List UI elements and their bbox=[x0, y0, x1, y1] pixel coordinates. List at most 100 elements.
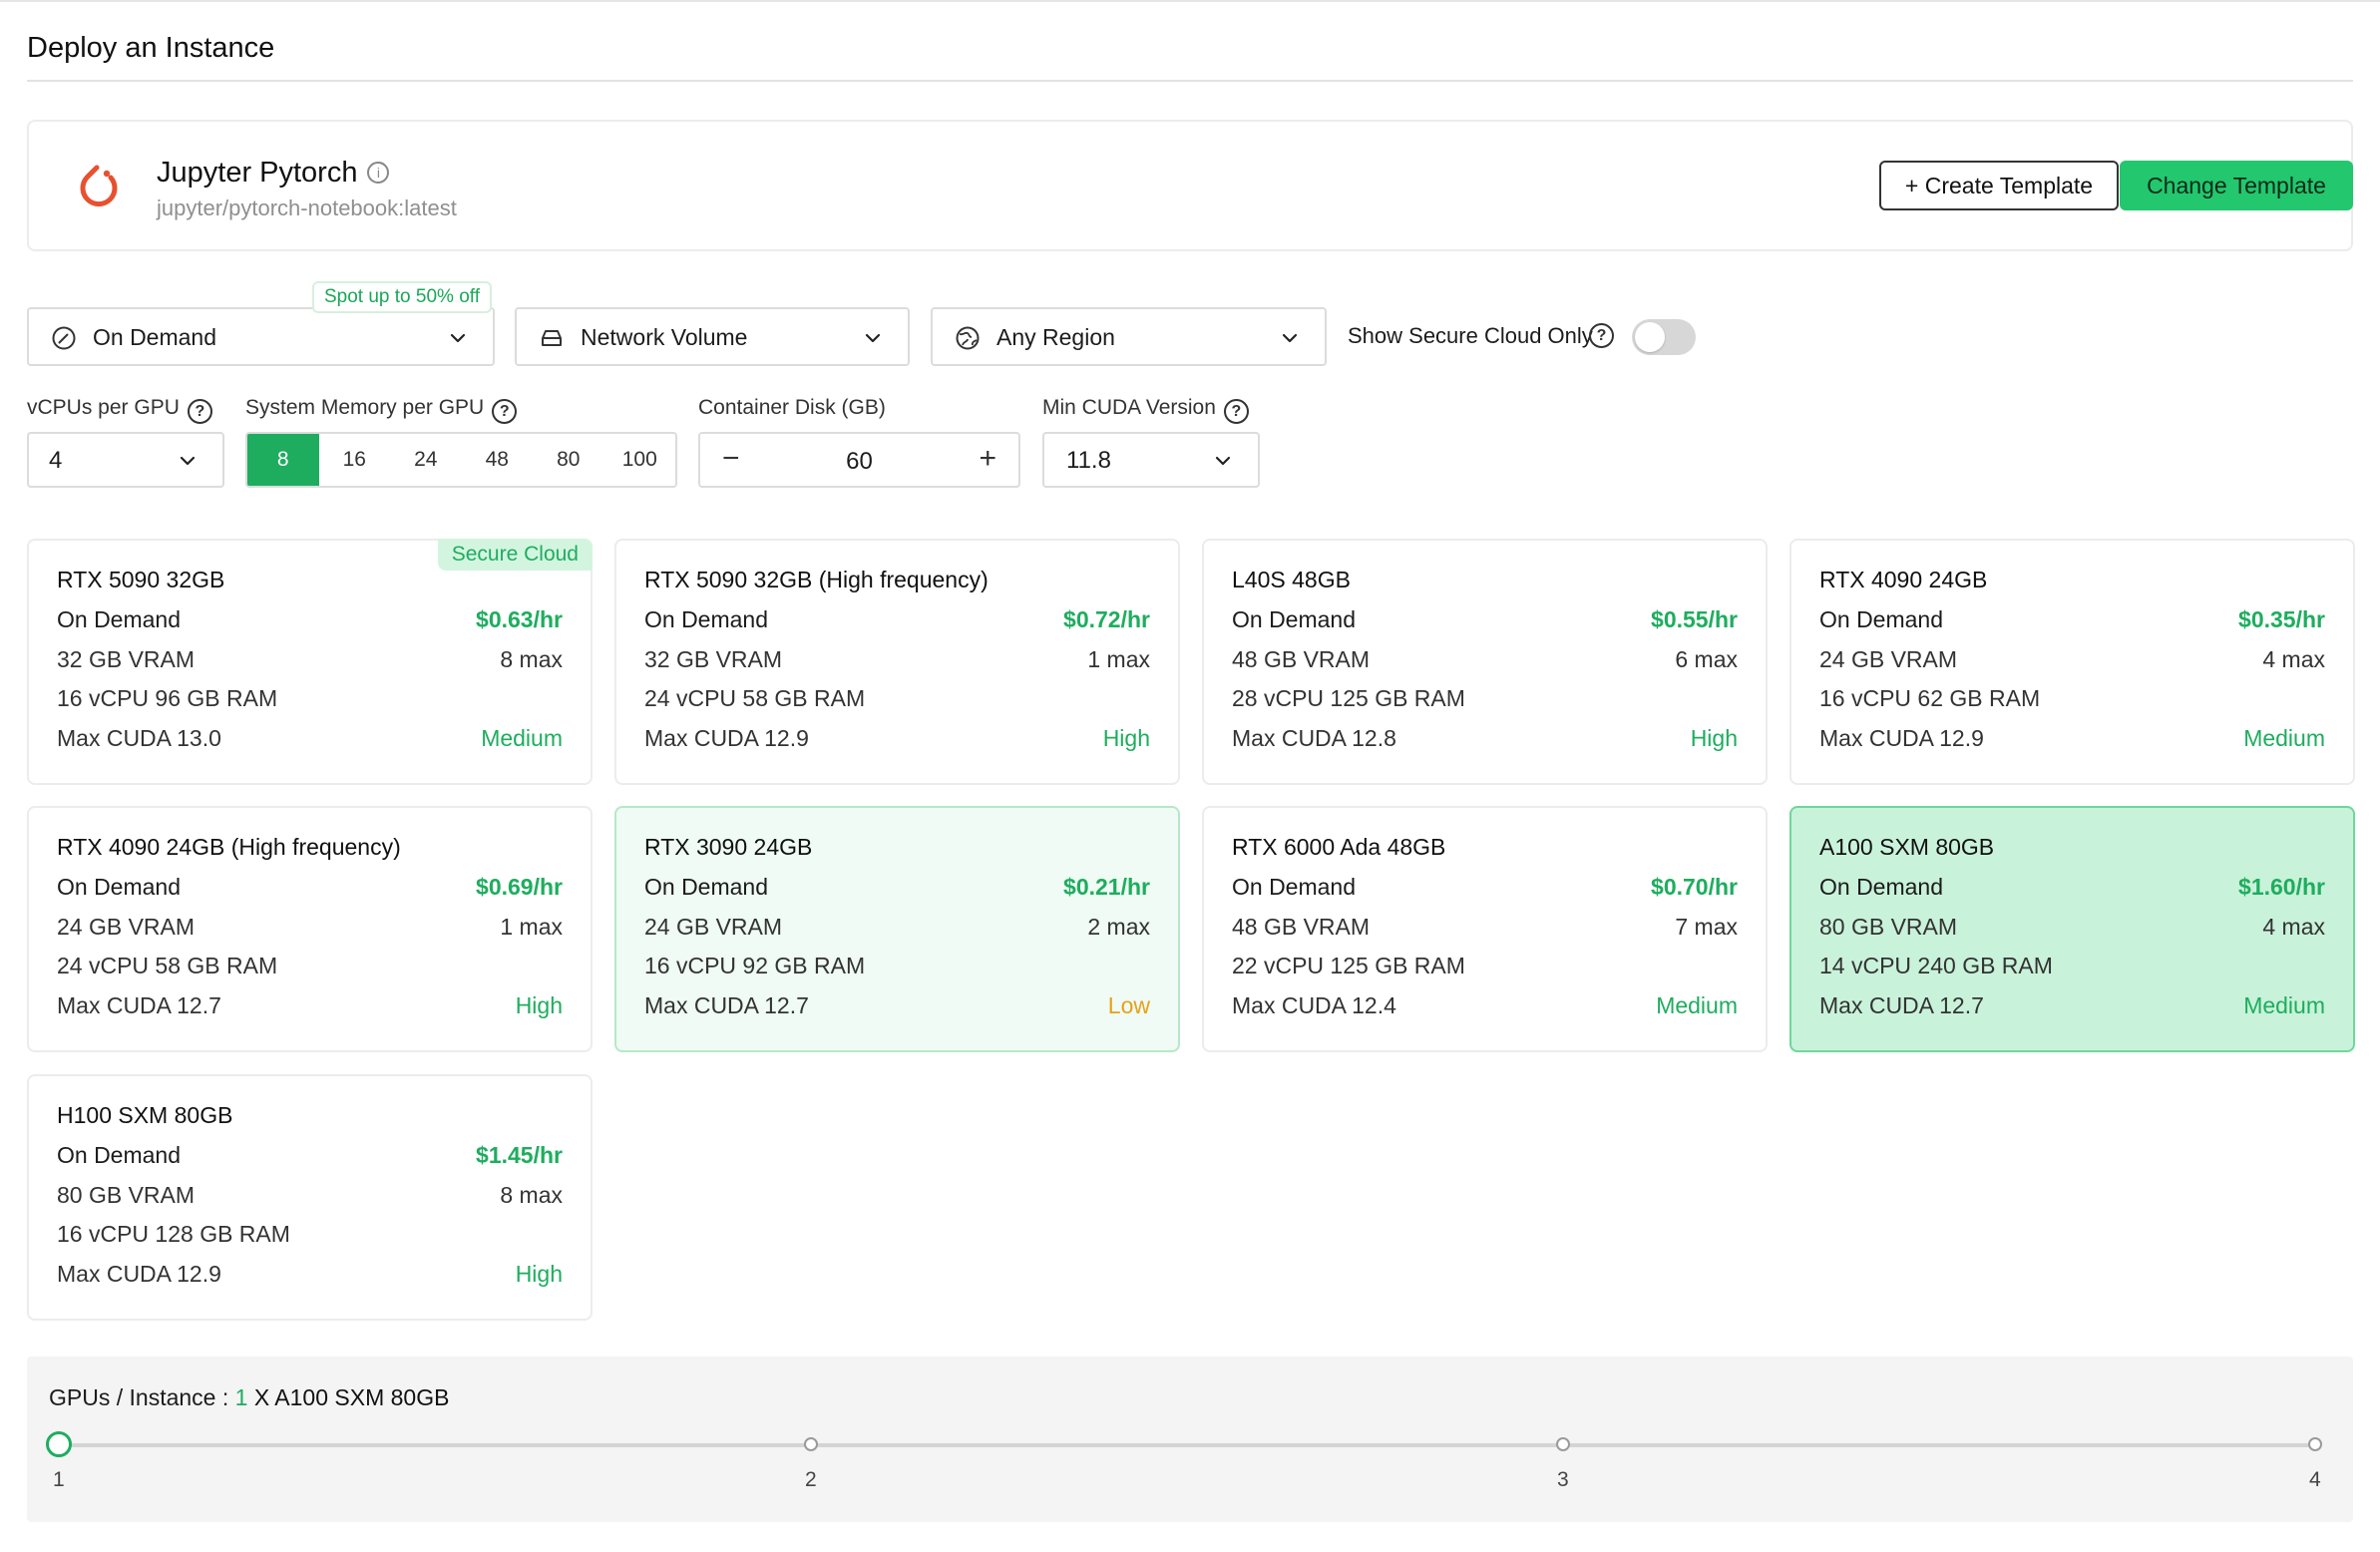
slider-handle[interactable] bbox=[46, 1431, 72, 1457]
gpu-specs: 16 vCPU 96 GB RAM bbox=[57, 685, 278, 711]
gpu-pricing-row: On Demand $0.63/hr bbox=[57, 606, 563, 633]
gpu-card[interactable]: A100 SXM 80GB On Demand $1.60/hr 80 GB VRAM… bbox=[1789, 806, 2355, 1052]
gpu-availability: Medium bbox=[2243, 725, 2325, 751]
gpu-price: $1.45/hr bbox=[476, 1142, 563, 1168]
vcpu-value: 4 bbox=[49, 447, 63, 474]
gpu-name: RTX 5090 32GB (High frequency) bbox=[644, 567, 989, 592]
secure-cloud-toggle[interactable] bbox=[1632, 319, 1696, 355]
gpu-card[interactable]: RTX 6000 Ada 48GB On Demand $0.70/hr 48 GB … bbox=[1202, 806, 1768, 1052]
gpu-cuda-row: Max CUDA 12.7 High bbox=[57, 992, 563, 1019]
gpu-cuda-row: Max CUDA 12.7 Low bbox=[644, 992, 1150, 1019]
gpu-specs: 16 vCPU 92 GB RAM bbox=[644, 953, 866, 978]
help-icon[interactable]: ? bbox=[1223, 399, 1249, 424]
create-template-button[interactable]: + Create Template bbox=[1879, 161, 2119, 210]
gpu-name: RTX 5090 32GB bbox=[57, 567, 225, 592]
slider-step-dot[interactable] bbox=[2308, 1437, 2322, 1451]
gpu-availability: Medium bbox=[481, 725, 563, 751]
gpu-cuda-row: Max CUDA 13.0 Medium bbox=[57, 725, 563, 752]
minus-icon[interactable]: − bbox=[722, 442, 740, 475]
gpu-specs-row: 16 vCPU 128 GB RAM bbox=[57, 1221, 563, 1248]
memory-option-8[interactable]: 8 bbox=[247, 434, 319, 486]
gpu-pricing-row: On Demand $0.35/hr bbox=[1819, 606, 2325, 633]
gpu-pricing-row: On Demand $1.45/hr bbox=[57, 1142, 563, 1169]
memory-option-80[interactable]: 80 bbox=[557, 448, 581, 471]
gpu-card[interactable]: RTX 4090 24GB (High frequency) On Demand $… bbox=[27, 806, 593, 1052]
gpu-name: H100 SXM 80GB bbox=[57, 1102, 233, 1128]
gpu-price: $0.55/hr bbox=[1651, 606, 1738, 632]
gpu-mode: On Demand bbox=[1232, 606, 1357, 632]
gpu-count-label: GPUs / Instance : bbox=[49, 1384, 235, 1410]
pricing-mode-select[interactable]: On Demand bbox=[27, 307, 495, 366]
gpu-price: $0.35/hr bbox=[2238, 606, 2325, 632]
gpu-vram: 80 GB VRAM bbox=[57, 1182, 196, 1208]
gpu-card[interactable]: RTX 5090 32GB On Demand $0.63/hr 32 GB VRAM… bbox=[27, 539, 593, 785]
gpu-vram-row: 32 GB VRAM 1 max bbox=[644, 646, 1150, 673]
gpu-card[interactable]: H100 SXM 80GB On Demand $1.45/hr 80 GB VRAM… bbox=[27, 1074, 593, 1321]
gpu-cuda: Max CUDA 12.7 bbox=[57, 992, 221, 1018]
memory-segmented-control: 8 16 24 48 80 100 bbox=[245, 432, 677, 488]
gpu-availability: Medium bbox=[1656, 992, 1738, 1018]
gpu-mode: On Demand bbox=[57, 874, 182, 900]
chevron-down-icon bbox=[865, 333, 881, 343]
gpu-name: A100 SXM 80GB bbox=[1819, 834, 1995, 860]
region-select[interactable]: Any Region bbox=[931, 307, 1327, 366]
gpu-availability: High bbox=[515, 1261, 563, 1287]
gpu-pricing-row: On Demand $0.70/hr bbox=[1232, 874, 1738, 901]
help-icon[interactable]: ? bbox=[492, 399, 518, 424]
gpu-max: 8 max bbox=[500, 646, 563, 672]
memory-option-48[interactable]: 48 bbox=[485, 448, 509, 471]
gpu-max: 4 max bbox=[2262, 914, 2325, 940]
template-name: Jupyter Pytorch i bbox=[157, 157, 390, 190]
memory-option-100[interactable]: 100 bbox=[621, 448, 657, 471]
change-template-button[interactable]: Change Template bbox=[2120, 161, 2353, 210]
gpu-card[interactable]: RTX 3090 24GB On Demand $0.21/hr 24 GB VRAM… bbox=[614, 806, 1180, 1052]
gpu-vram-row: 24 GB VRAM 4 max bbox=[1819, 646, 2325, 673]
memory-option-16[interactable]: 16 bbox=[342, 448, 366, 471]
slider-track[interactable] bbox=[59, 1443, 2315, 1447]
gpu-vram: 24 GB VRAM bbox=[1819, 646, 1958, 672]
gpu-cuda: Max CUDA 12.7 bbox=[1819, 992, 1984, 1018]
disk-label: Container Disk (GB) bbox=[698, 396, 886, 419]
container-disk-value[interactable]: 60 bbox=[846, 448, 873, 475]
gpu-pricing-row: On Demand $0.72/hr bbox=[644, 606, 1150, 633]
network-volume-select[interactable]: Network Volume bbox=[515, 307, 910, 366]
gpu-price: $0.63/hr bbox=[476, 606, 563, 632]
gpu-specs-row: 24 vCPU 58 GB RAM bbox=[57, 953, 563, 979]
gpu-price: $0.21/hr bbox=[1063, 874, 1150, 900]
vcpu-select[interactable]: 4 bbox=[27, 432, 224, 488]
help-icon[interactable]: ? bbox=[1589, 323, 1614, 348]
info-icon[interactable]: i bbox=[367, 162, 390, 184]
slider-tick-label: 3 bbox=[1557, 1468, 1569, 1491]
gpu-pricing-row: On Demand $0.69/hr bbox=[57, 874, 563, 901]
gpu-max: 1 max bbox=[1087, 646, 1150, 672]
gpu-card[interactable]: L40S 48GB On Demand $0.55/hr 48 GB VRAM 6 ma… bbox=[1202, 539, 1768, 785]
gpu-max: 4 max bbox=[2262, 646, 2325, 672]
gpu-card[interactable]: RTX 4090 24GB On Demand $0.35/hr 24 GB VRAM… bbox=[1789, 539, 2355, 785]
gpu-name: L40S 48GB bbox=[1232, 567, 1351, 592]
plus-icon[interactable]: + bbox=[979, 442, 996, 475]
gpu-name: RTX 4090 24GB (High frequency) bbox=[57, 834, 401, 860]
gpu-card[interactable]: RTX 5090 32GB (High frequency) On Demand $… bbox=[614, 539, 1180, 785]
gpu-vram-row: 80 GB VRAM 4 max bbox=[1819, 914, 2325, 941]
pytorch-logo-icon bbox=[80, 165, 118, 207]
slider-step-dot[interactable] bbox=[804, 1437, 818, 1451]
slider-step-dot[interactable] bbox=[1556, 1437, 1570, 1451]
gpu-specs-row: 16 vCPU 96 GB RAM bbox=[57, 685, 563, 712]
help-icon[interactable]: ? bbox=[187, 399, 212, 424]
cuda-version-value: 11.8 bbox=[1066, 447, 1111, 474]
gpu-mode: On Demand bbox=[644, 606, 769, 632]
spot-discount-badge: Spot up to 50% off bbox=[312, 281, 492, 313]
gpu-count-panel: GPUs / Instance : 1 X A100 SXM 80GB 1 2 3 4 bbox=[27, 1357, 2353, 1522]
gpu-cuda: Max CUDA 12.9 bbox=[1819, 725, 1984, 751]
cuda-version-select[interactable]: 11.8 bbox=[1042, 432, 1260, 488]
gpu-cuda: Max CUDA 12.9 bbox=[57, 1261, 221, 1287]
template-card: Jupyter Pytorch i jupyter/pytorch-noteboo… bbox=[27, 120, 2353, 251]
slider-tick-label: 1 bbox=[53, 1468, 65, 1491]
gpu-specs: 28 vCPU 125 GB RAM bbox=[1232, 685, 1465, 711]
memory-label-text: System Memory per GPU bbox=[245, 396, 485, 419]
vcpu-label: vCPUs per GPU? bbox=[27, 396, 212, 424]
gpu-mode: On Demand bbox=[57, 606, 182, 632]
memory-option-24[interactable]: 24 bbox=[414, 448, 438, 471]
gpu-name: RTX 4090 24GB bbox=[1819, 567, 1988, 592]
